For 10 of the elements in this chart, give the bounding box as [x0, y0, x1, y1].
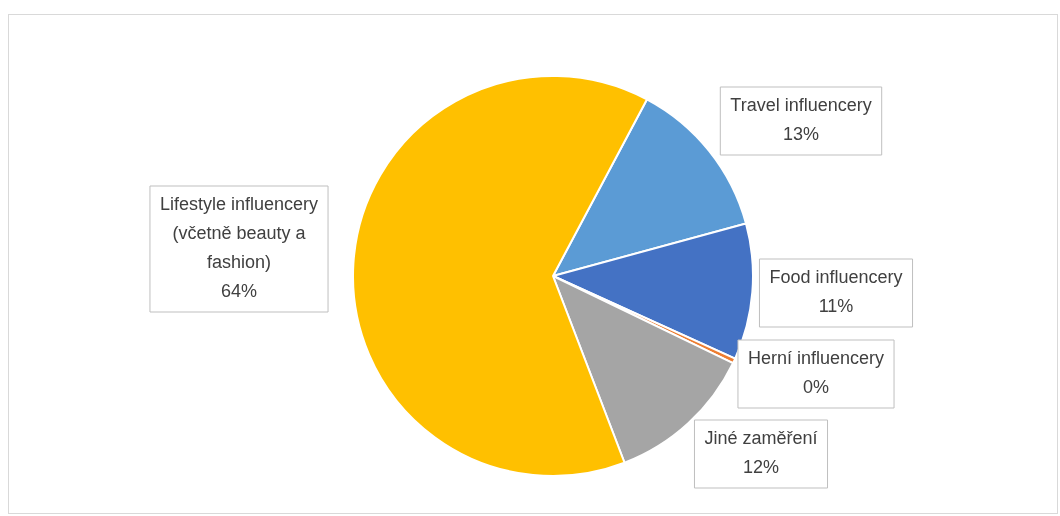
data-label: 64% [220, 281, 258, 302]
data-label: 13% [782, 124, 820, 145]
data-label: 11% [818, 296, 854, 317]
slice-label: Food influencery [769, 267, 903, 288]
slice-label: Travel influencery [730, 95, 872, 116]
slice-label: Herní influencery [747, 348, 885, 369]
data-label: 0% [802, 377, 830, 398]
slice-label: Lifestyle influencery (včetně beauty a fashion) [159, 194, 319, 273]
data-label: 12% [742, 457, 780, 478]
slice-label: Jiné zaměření [704, 428, 818, 449]
